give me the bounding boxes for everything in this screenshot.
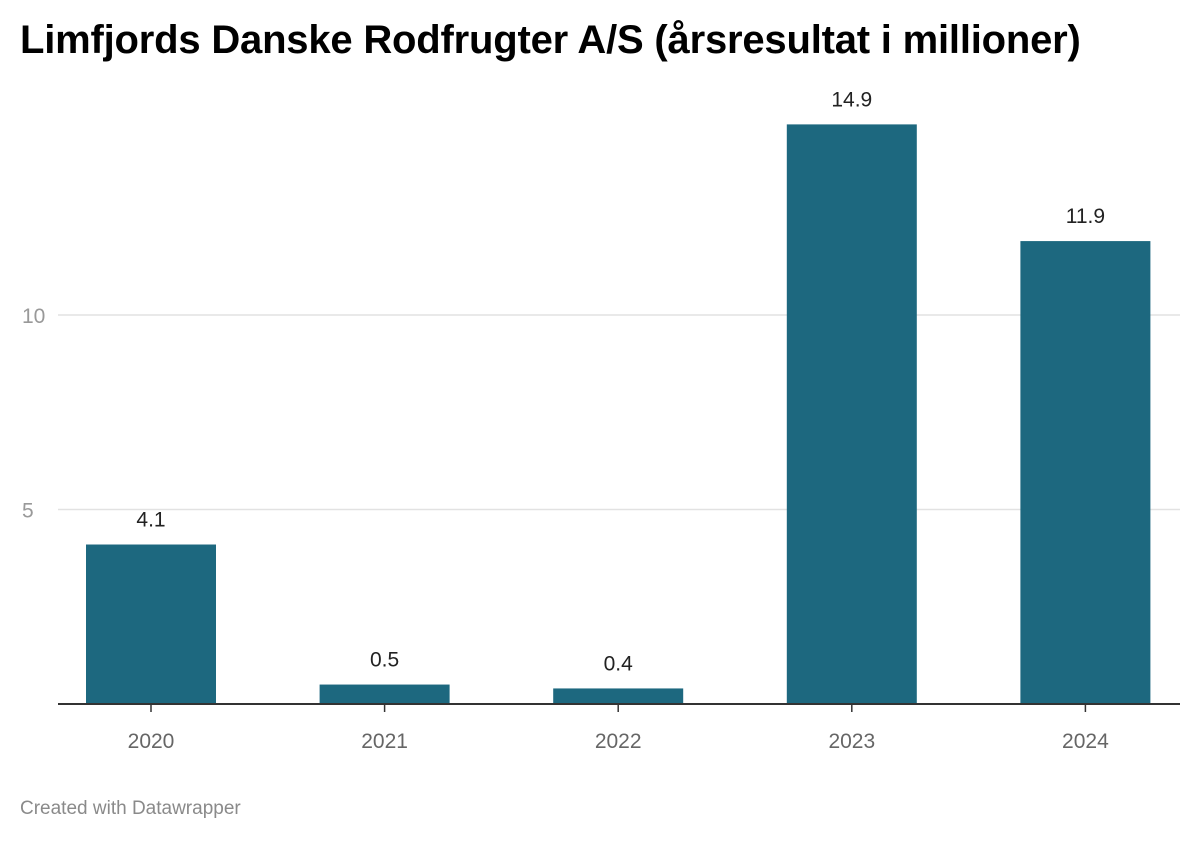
value-labels: 4.1 0.5 0.4 14.9 11.9 (136, 88, 1105, 675)
x-tick-label: 2023 (828, 730, 875, 753)
value-label: 11.9 (1066, 205, 1105, 228)
gridlines: 5 10 (22, 305, 1180, 523)
chart-title: Limfjords Danske Rodfrugter A/S (årsresu… (20, 18, 1081, 62)
value-label: 4.1 (136, 509, 165, 532)
x-axis: 2020 2021 2022 2023 2024 (58, 703, 1180, 753)
x-tick-label: 2022 (595, 730, 642, 753)
footer-credit: Created with Datawrapper (20, 798, 241, 819)
x-tick-label: 2020 (128, 730, 175, 753)
bar-2022 (553, 688, 684, 704)
bar-2021 (319, 684, 450, 704)
y-tick-label: 10 (22, 305, 45, 328)
x-tick-label: 2021 (361, 730, 408, 753)
bar-2024 (1020, 241, 1151, 704)
value-label: 0.5 (370, 649, 399, 672)
x-tick-label: 2024 (1062, 730, 1109, 753)
bar-2020 (86, 544, 216, 704)
bar-2023 (786, 124, 917, 704)
value-label: 0.4 (604, 652, 634, 675)
y-tick-label: 5 (22, 500, 34, 523)
bars (86, 124, 1151, 704)
value-label: 14.9 (831, 88, 872, 111)
